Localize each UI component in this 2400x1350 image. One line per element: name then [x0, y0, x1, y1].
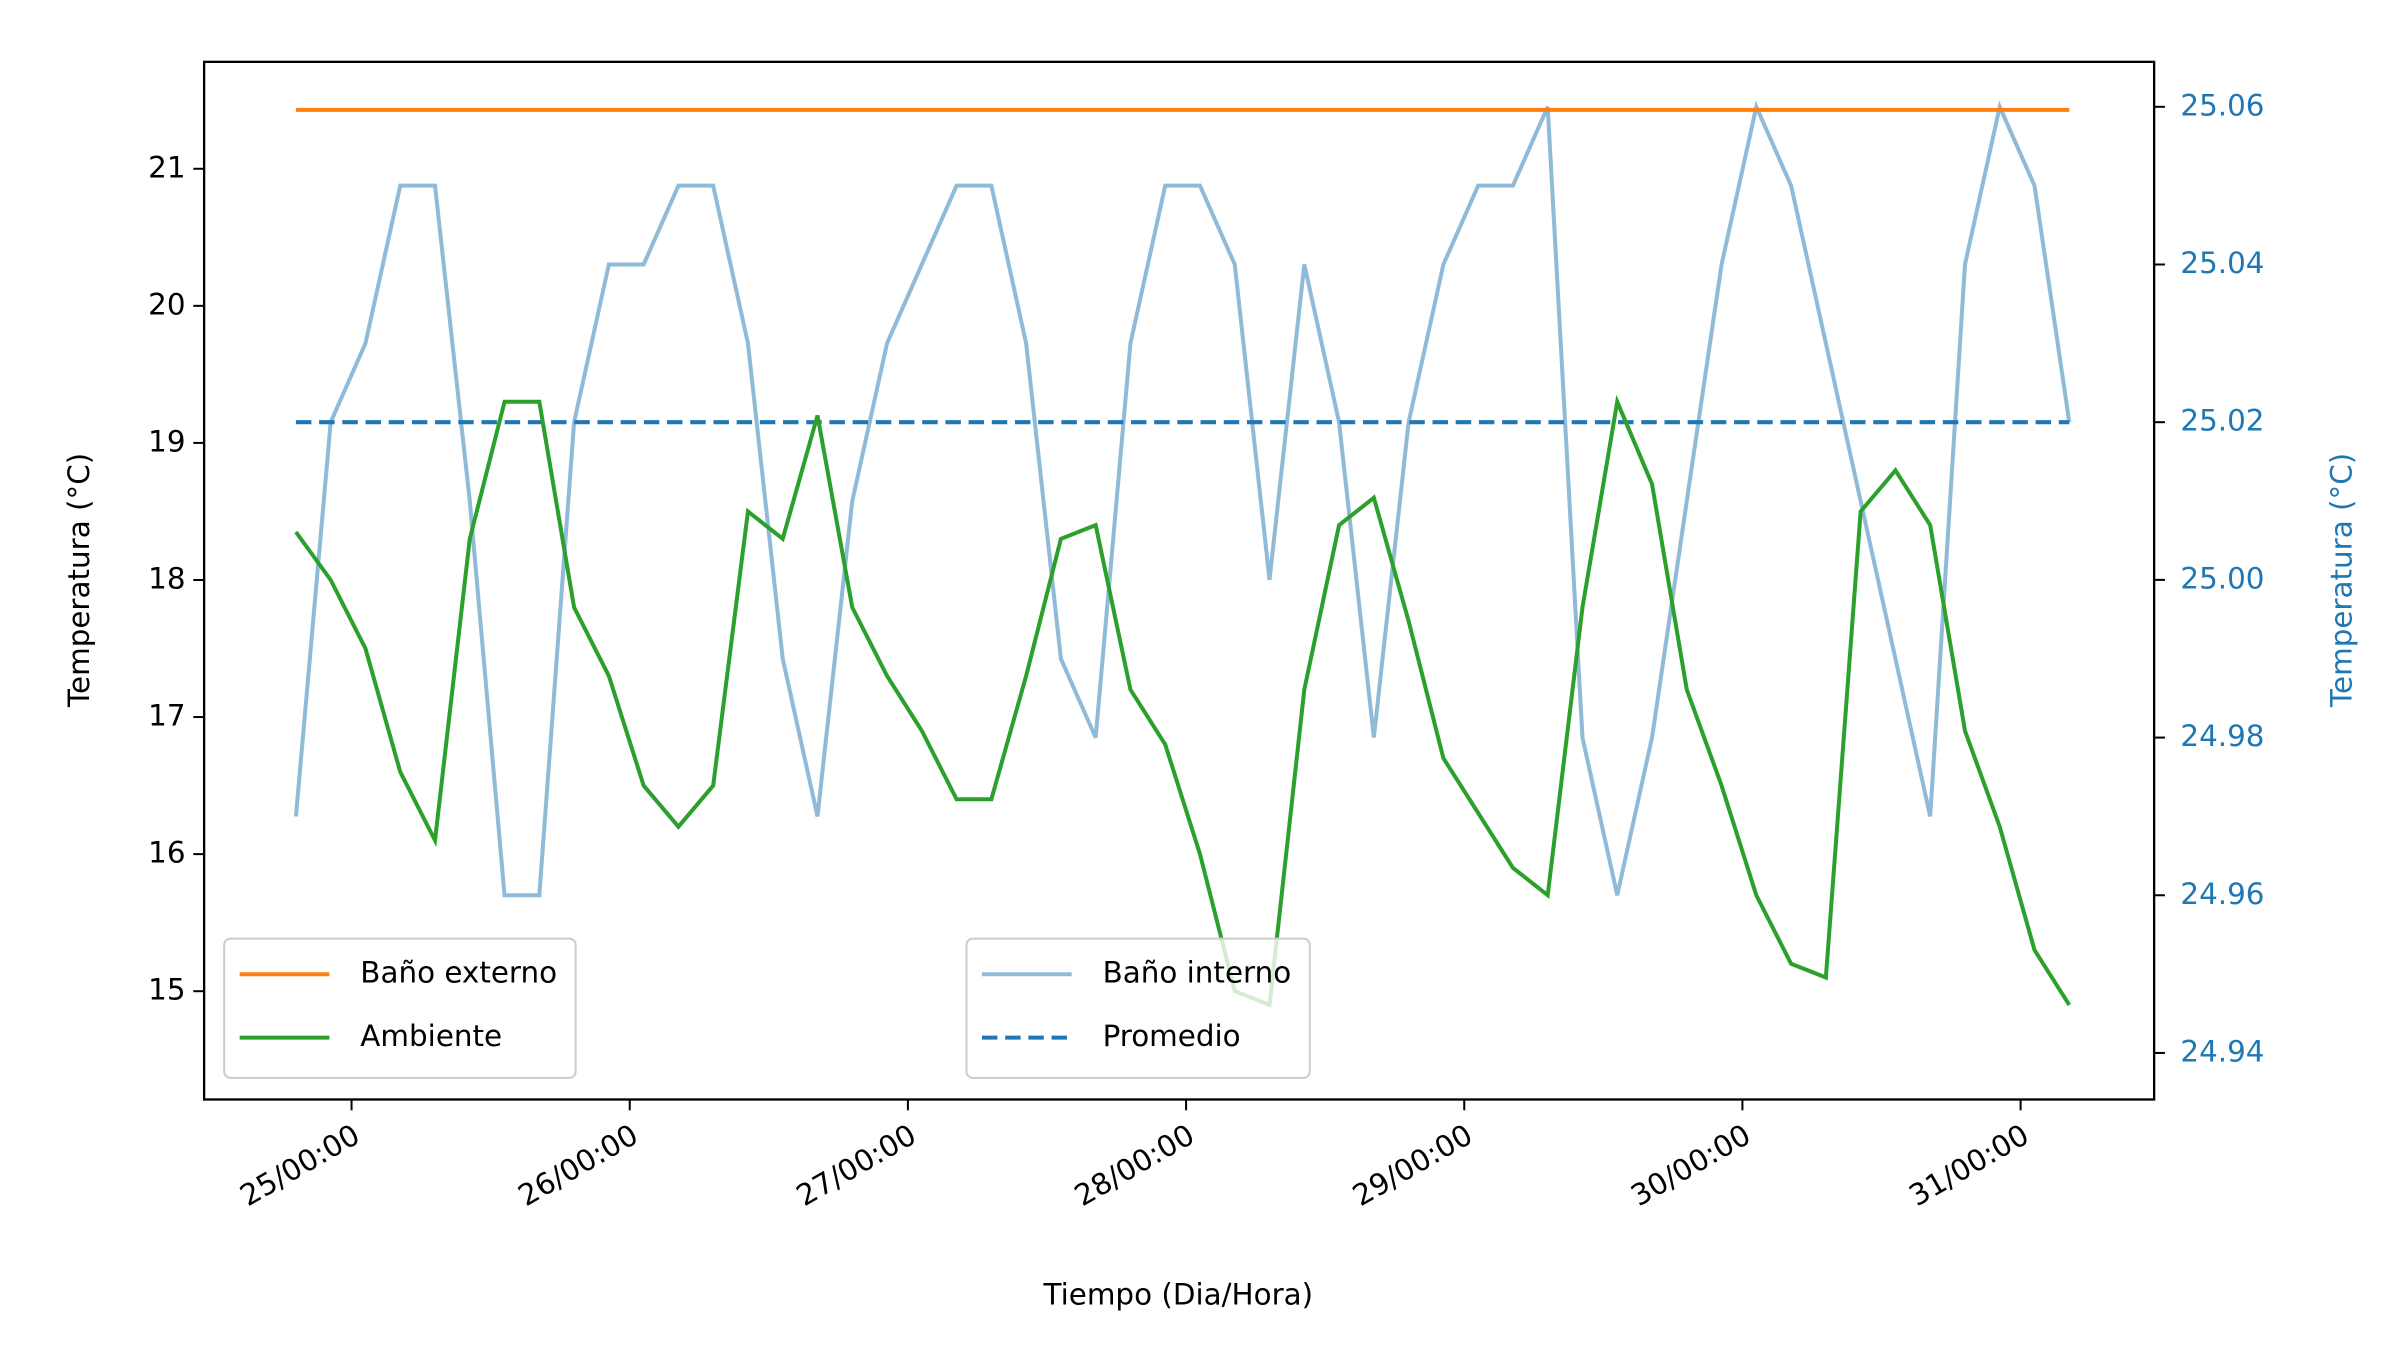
x-tick-label: 28/00:00	[1069, 1117, 1200, 1212]
legend: Baño externo Ambiente	[223, 937, 577, 1079]
data-line	[294, 394, 2071, 1008]
legend-label: Ambiente	[360, 1019, 502, 1053]
y-tick-label: 16	[148, 836, 185, 870]
y2-tick-label: 25.06	[2180, 88, 2264, 122]
y-tick-label: 21	[148, 150, 185, 184]
legend-label: Baño interno	[1103, 956, 1292, 990]
x-tick-label: 29/00:00	[1347, 1117, 1478, 1212]
y-tick-label: 17	[148, 699, 185, 733]
y2-tick-label: 25.00	[2180, 561, 2264, 595]
y2-tick-label: 24.94	[2180, 1034, 2264, 1068]
legend-label: Baño externo	[360, 956, 557, 990]
y-tick-label: 20	[148, 287, 185, 321]
y-tick-label: 18	[148, 561, 185, 595]
y2-tick-label: 24.96	[2180, 877, 2264, 911]
x-tick-label: 26/00:00	[512, 1117, 643, 1212]
data-line	[293, 100, 2072, 898]
x-tick-label: 31/00:00	[1903, 1117, 2034, 1212]
x-tick-label: 30/00:00	[1625, 1117, 1756, 1212]
y2-tick-label: 24.98	[2180, 719, 2264, 753]
legend: Baño interno Promedio	[965, 937, 1311, 1079]
y-axis-label: Temperatura (°C)	[62, 453, 96, 708]
x-tick-label: 27/00:00	[791, 1117, 922, 1212]
x-axis-label: Tiempo (Dia/Hora)	[1043, 1277, 1314, 1311]
legend-label: Promedio	[1103, 1019, 1241, 1053]
y2-axis-label: Temperatura (°C)	[2324, 453, 2358, 708]
y2-tick-label: 25.04	[2180, 246, 2264, 280]
x-tick-label: 25/00:00	[234, 1117, 365, 1212]
y-tick-label: 15	[148, 973, 185, 1007]
y2-tick-label: 25.02	[2180, 404, 2264, 438]
plot-area	[293, 100, 2072, 1008]
y-tick-label: 19	[148, 424, 185, 458]
